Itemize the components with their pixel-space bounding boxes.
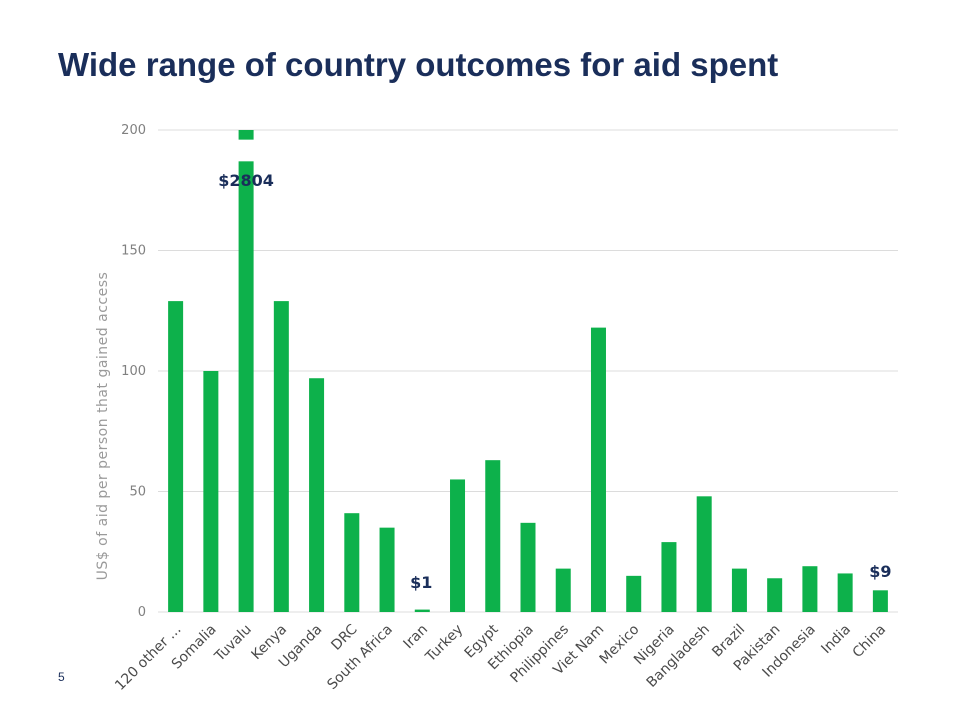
bar	[450, 479, 466, 612]
x-category-label: Turkey	[422, 622, 466, 666]
bar	[626, 575, 642, 612]
data-label: $9	[869, 562, 891, 581]
x-category-label: South Africa	[324, 622, 395, 693]
data-labels: $2804 $1 $9	[218, 171, 891, 592]
bar	[203, 371, 219, 612]
y-axis-title: US$ of aid per person that gained access	[95, 272, 111, 581]
bar	[168, 301, 184, 612]
y-tick-label: 150	[121, 244, 146, 259]
bar	[344, 513, 360, 612]
x-category-label: Tuvalu	[211, 622, 255, 666]
bar	[872, 590, 888, 612]
y-tick-label: 100	[121, 364, 146, 379]
y-tick-label: 200	[121, 123, 146, 138]
x-category-label: Iran	[400, 622, 431, 653]
bar	[837, 573, 853, 612]
data-label: $1	[410, 573, 432, 592]
y-axis-ticks: 0 50 100 150 200	[121, 123, 146, 620]
bar	[273, 301, 289, 612]
axis-break-gap	[236, 139, 256, 162]
x-category-label: India	[818, 622, 854, 658]
bar	[731, 568, 747, 612]
bar	[555, 568, 571, 612]
bar	[379, 527, 395, 612]
bar	[520, 522, 536, 612]
bar	[802, 566, 818, 612]
bar	[309, 378, 325, 612]
bar	[661, 542, 677, 612]
bars	[168, 130, 888, 612]
slide-title: Wide range of country outcomes for aid s…	[58, 46, 779, 83]
bar	[414, 609, 430, 612]
bar	[767, 578, 783, 612]
y-tick-label: 50	[129, 485, 146, 500]
y-tick-label: 0	[138, 605, 146, 620]
bar	[590, 327, 606, 612]
data-label: $2804	[218, 171, 274, 190]
bar	[485, 460, 501, 612]
x-category-label: China	[850, 622, 890, 662]
page-number: 5	[58, 670, 65, 684]
bar	[696, 496, 712, 612]
bar	[238, 130, 254, 612]
